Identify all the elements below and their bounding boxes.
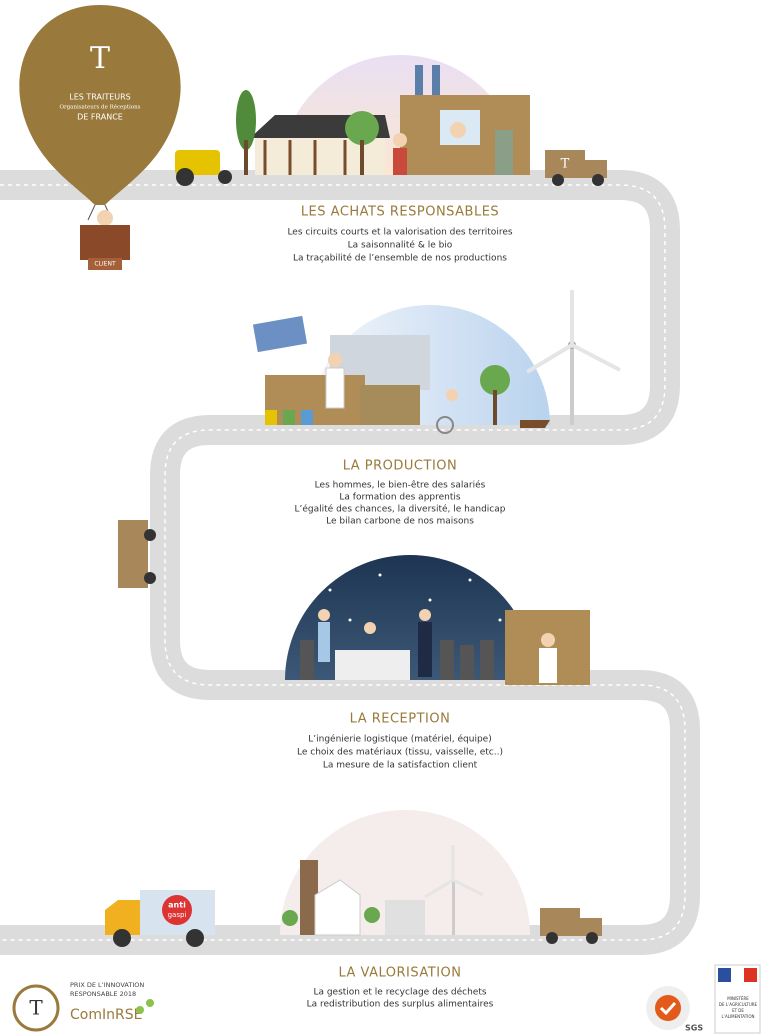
section-title: LES ACHATS RESPONSABLES: [301, 205, 499, 220]
section-line: La formation des apprentis: [339, 493, 461, 503]
scene-purchasing: T: [175, 55, 607, 186]
award-logo: T: [29, 996, 43, 1020]
section-line: La gestion et le recyclage des déchets: [313, 987, 486, 998]
section-line: Les circuits courts et la valorisation d…: [287, 228, 512, 238]
section-line: Le choix des matériaux (tissu, vaisselle…: [297, 747, 503, 758]
section-title: LA RECEPTION: [350, 712, 451, 727]
ministry: DE L’AGRICULTURE: [719, 1002, 758, 1007]
balloon-basket: CLIENT: [94, 261, 116, 268]
infographic: T T LES TRAITEURS Organisateurs de Récep…: [0, 0, 762, 1035]
section-title: LA PRODUCTION: [343, 459, 458, 474]
balloon: T LES TRAITEURS Organisateurs de Récepti…: [19, 5, 180, 270]
ministry: MINISTÈRE: [727, 996, 749, 1001]
balloon-tagline: Organisateurs de Réceptions: [60, 104, 141, 111]
section-line: La redistribution des surplus alimentair…: [307, 1000, 494, 1010]
section-line: L’égalité des chances, la diversité, le …: [295, 504, 506, 515]
antigaspi: anti: [168, 901, 186, 910]
balloon-initial: T: [90, 41, 110, 76]
scene-reception: [285, 555, 590, 685]
award-line: PRIX DE L’INNOVATION: [70, 981, 144, 989]
balloon-country: DE FRANCE: [77, 113, 123, 122]
section-line: Le bilan carbone de nos maisons: [326, 517, 474, 527]
antigaspi: gaspi: [168, 911, 187, 919]
award-line: RESPONSABLE 2018: [70, 990, 136, 998]
scene-valorisation: anti gaspi: [105, 810, 602, 947]
ministry: L’ALIMENTATION: [722, 1014, 755, 1019]
section-title: LA VALORISATION: [338, 966, 461, 981]
section-line: La mesure de la satisfaction client: [323, 761, 478, 771]
truck-logo: T: [561, 157, 570, 172]
section-line: La traçabilité de l’ensemble de nos prod…: [293, 253, 507, 264]
brand: ComInRSE: [70, 1007, 142, 1023]
balloon-name: LES TRAITEURS: [69, 93, 131, 102]
section-line: La saisonnalité & le bio: [348, 240, 453, 251]
ministry: ET DE: [732, 1008, 744, 1013]
section-line: L’ingénierie logistique (matériel, équip…: [308, 734, 491, 745]
section-line: Les hommes, le bien-être des salariés: [315, 480, 486, 491]
scene-production: [253, 290, 620, 433]
sgs: SGS: [685, 1024, 703, 1033]
